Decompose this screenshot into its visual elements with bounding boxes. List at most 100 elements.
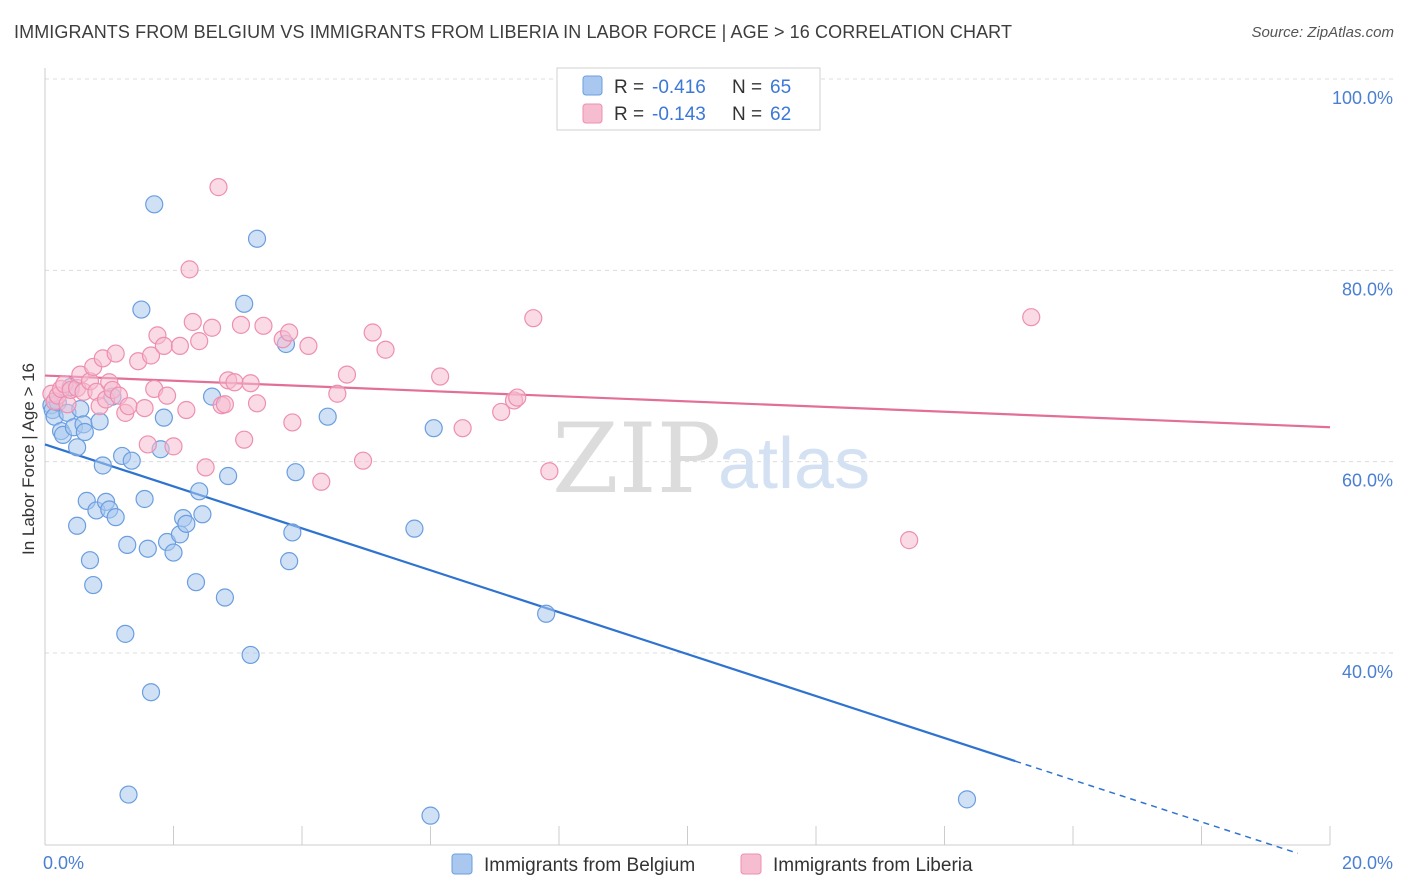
belgium-point-19 (93, 456, 112, 475)
belgium-point-53 (286, 463, 305, 482)
belgium-point-57 (424, 419, 443, 438)
belgium-point-29 (132, 300, 151, 319)
liberia-point-66 (1022, 308, 1041, 327)
liberia-point-46 (247, 394, 267, 413)
chart-title: IMMIGRANTS FROM BELGIUM VS IMMIGRANTS FR… (14, 22, 1013, 42)
liberia-point-31 (170, 336, 190, 356)
liberia-point-50 (283, 413, 302, 432)
watermark: ZIP atlas (552, 403, 870, 515)
liberia-point-38 (209, 178, 228, 197)
belgium-point-40 (177, 514, 196, 533)
liberia-point-36 (196, 458, 215, 477)
legend-n-label-liberia: N = (732, 104, 762, 125)
series-legend-liberia: Immigrants from Liberia (773, 855, 973, 876)
legend-n-liberia: 62 (770, 104, 791, 125)
belgium-point-55 (405, 519, 424, 538)
x-tick-max: 20.0% (1342, 853, 1393, 873)
legend-r-label-belgium: R = (614, 77, 644, 98)
liberia-point-33 (180, 260, 199, 279)
liberia-point-60 (492, 402, 511, 422)
watermark-zip: ZIP (552, 403, 721, 515)
belgium-point-18 (90, 412, 109, 431)
liberia-point-59 (453, 419, 472, 438)
belgium-point-27 (119, 785, 138, 804)
liberia-point-63 (524, 309, 543, 328)
belgium-point-31 (138, 539, 157, 558)
liberia-point-62 (508, 388, 527, 407)
liberia-point-57 (376, 340, 395, 359)
liberia-point-34 (183, 312, 202, 332)
data-points (42, 178, 1041, 825)
legend-r-liberia: -0.143 (652, 104, 706, 125)
belgium-point-47 (235, 294, 254, 313)
liberia-point-23 (135, 398, 154, 418)
belgium-point-56 (421, 806, 440, 825)
y-tick-labels: 100.0% 80.0% 60.0% 40.0% (1332, 88, 1393, 682)
liberia-point-40 (215, 395, 234, 414)
belgium-point-26 (118, 535, 137, 554)
belgium-point-51 (280, 552, 299, 571)
liberia-point-49 (280, 323, 299, 342)
series-legend-swatch-belgium (451, 853, 473, 875)
y-axis-label: In Labor Force | Age > 16 (19, 363, 38, 555)
legend-swatch-liberia (582, 103, 603, 124)
belgium-point-42 (190, 482, 209, 501)
liberia-point-42 (225, 373, 244, 392)
x-tick-min: 0.0% (43, 853, 84, 873)
belgium-point-30 (135, 489, 154, 509)
liberia-point-21 (119, 397, 138, 416)
belgium-point-52 (283, 523, 302, 542)
series-legend-belgium: Immigrants from Belgium (484, 855, 695, 876)
belgium-point-41 (186, 573, 206, 592)
belgium-point-43 (193, 505, 212, 524)
chart-source: Source: ZipAtlas.com (1251, 24, 1394, 41)
series-legend: Immigrants from Belgium Immigrants from … (451, 853, 973, 876)
series-legend-swatch-liberia (740, 853, 762, 875)
liberia-point-51 (299, 336, 318, 356)
belgium-trend-extension (1014, 760, 1299, 855)
liberia-point-29 (157, 386, 177, 405)
belgium-point-25 (116, 624, 135, 643)
axes (44, 68, 1331, 846)
liberia-point-28 (154, 336, 173, 356)
y-tick-label-100: 100.0% (1332, 88, 1393, 108)
legend-n-belgium: 65 (770, 77, 791, 98)
watermark-atlas: atlas (718, 424, 870, 504)
liberia-point-24 (138, 435, 157, 454)
legend-n-label-belgium: N = (732, 77, 762, 98)
y-tick-label-60: 60.0% (1342, 471, 1393, 491)
liberia-point-53 (328, 384, 347, 403)
belgium-point-45 (215, 588, 234, 607)
belgium-point-28 (122, 451, 141, 470)
liberia-point-32 (177, 400, 196, 420)
liberia-point-56 (363, 323, 382, 342)
belgium-trend-line (44, 443, 1016, 763)
legend-swatch-belgium (582, 75, 603, 96)
liberia-point-37 (202, 318, 222, 337)
belgium-point-49 (247, 229, 267, 248)
belgium-point-35 (154, 408, 173, 427)
belgium-point-33 (145, 195, 164, 214)
belgium-point-59 (957, 790, 977, 809)
liberia-point-64 (540, 462, 559, 481)
liberia-point-58 (431, 367, 450, 386)
belgium-point-9 (68, 438, 87, 457)
liberia-point-47 (254, 316, 273, 335)
belgium-point-15 (80, 551, 100, 570)
liberia-point-55 (353, 451, 373, 470)
liberia-point-52 (312, 472, 331, 491)
belgium-point-13 (75, 422, 94, 442)
liberia-point-18 (106, 344, 125, 363)
y-tick-label-80: 80.0% (1342, 279, 1393, 299)
belgium-point-10 (68, 516, 87, 535)
liberia-point-45 (241, 374, 260, 393)
liberia-point-43 (231, 315, 251, 334)
liberia-point-65 (900, 531, 919, 550)
gridlines (45, 78, 1395, 654)
liberia-point-35 (190, 332, 209, 351)
liberia-point-30 (164, 437, 183, 456)
stats-legend: R = -0.416 N = 65 R = -0.143 N = 62 (556, 67, 821, 131)
y-tick-label-40: 40.0% (1342, 662, 1393, 682)
belgium-point-37 (164, 543, 183, 562)
